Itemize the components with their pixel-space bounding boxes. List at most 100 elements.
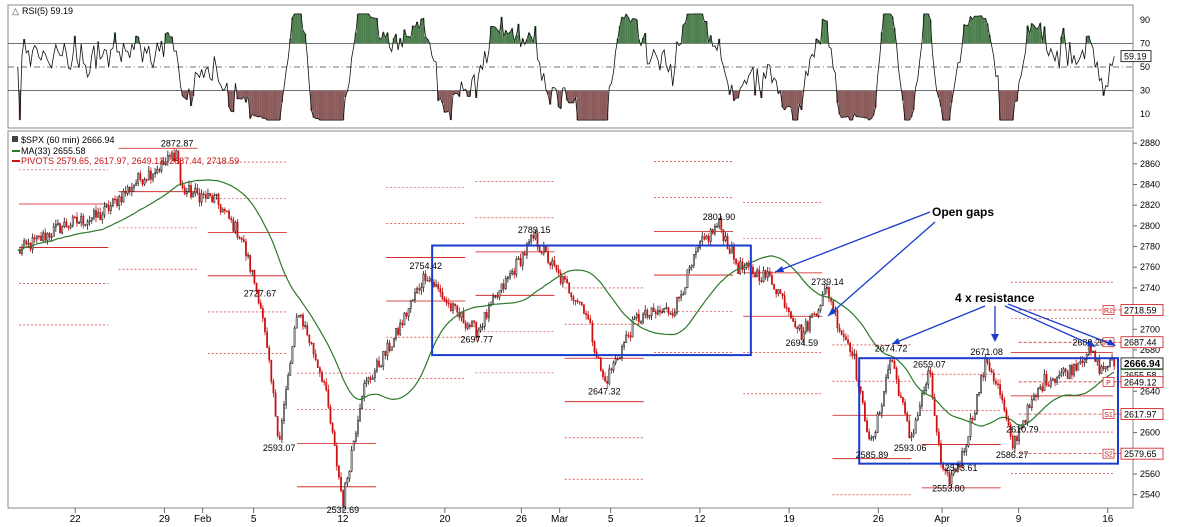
candle-body [46, 233, 49, 241]
resistance-arrow-3 [1004, 305, 1095, 347]
candle-body [221, 209, 224, 213]
candle-body [948, 472, 951, 485]
pivot-tag-box [1102, 305, 1115, 315]
pivot-tag-label: S1 [1104, 412, 1113, 419]
candle-body [280, 420, 283, 440]
candle-body [321, 372, 323, 382]
candle-body [684, 287, 687, 295]
candle-body [230, 218, 233, 220]
candle-body [815, 313, 818, 317]
open-gaps-arrow-2 [827, 221, 936, 317]
price-tick-label: 2760 [1140, 262, 1160, 272]
candle-body [359, 407, 361, 421]
candle-body [44, 232, 47, 241]
candle-body [665, 307, 668, 309]
candle-body [528, 241, 530, 245]
price-tag-box [1120, 408, 1164, 420]
candle-body [714, 225, 716, 234]
candle-body [790, 311, 792, 319]
candle-body [946, 470, 949, 473]
candle-body [50, 236, 53, 238]
candle-body [219, 204, 222, 213]
candle-body [452, 303, 454, 312]
candle-body [363, 383, 366, 397]
candle-body [597, 357, 600, 359]
candle-body [124, 190, 127, 194]
candle-body [604, 376, 606, 382]
pivot-tag-box [1102, 448, 1115, 459]
candle-body [264, 317, 266, 333]
candle-body [872, 436, 875, 439]
candle-body [942, 463, 944, 470]
candle-body [526, 243, 528, 256]
candle-body [1062, 368, 1065, 374]
candle-body [1049, 379, 1052, 387]
candle-body [103, 206, 106, 216]
candle-body [133, 185, 135, 189]
candle-body [152, 173, 154, 180]
candle-body [730, 245, 733, 254]
candle-body [904, 401, 906, 414]
rsi-gridlines [8, 43, 1133, 91]
candle-body [583, 304, 585, 314]
candle-body [443, 298, 446, 301]
candle-body [616, 358, 619, 361]
candle-body [439, 288, 442, 293]
candle-body [703, 236, 706, 240]
candle-body [173, 152, 176, 161]
rsi-tick-label: 30 [1140, 86, 1150, 96]
candle-body [323, 381, 326, 383]
candle-body [1098, 358, 1101, 374]
candle-body [232, 219, 235, 232]
candle-body [754, 273, 756, 278]
candle-body [549, 262, 552, 266]
candle-body [652, 307, 655, 312]
candle-body [261, 308, 264, 319]
candle-body [405, 312, 408, 317]
candle-body [859, 386, 862, 392]
date-tick-label: 16 [1102, 514, 1114, 525]
candle-body [291, 346, 294, 364]
candle-body [399, 322, 402, 335]
candle-body [181, 183, 184, 189]
candle-body [198, 192, 201, 203]
candle-body [950, 473, 953, 485]
candle-body [483, 312, 486, 327]
date-tick-label: 26 [516, 514, 528, 525]
candle-body [821, 294, 824, 306]
candle-body [764, 270, 767, 278]
candle-body [935, 415, 938, 433]
price-tag-value: 2617.97 [1124, 410, 1157, 420]
candle-body [659, 310, 661, 313]
candle-body [99, 212, 102, 220]
candle-body [866, 420, 868, 433]
rsi-tick-label: 70 [1140, 38, 1150, 48]
spx-legend-swatch [12, 136, 18, 142]
candle-body [502, 283, 505, 290]
candle-body [312, 342, 315, 355]
candle-body [251, 269, 254, 272]
date-tick-label: 12 [337, 514, 349, 525]
date-tick-label: 20 [439, 514, 451, 525]
candle-body [150, 170, 152, 180]
candle-body [961, 451, 963, 468]
candle-body [147, 170, 150, 181]
date-tick-label: 26 [873, 514, 885, 525]
candle-body [671, 312, 674, 316]
candle-body [1005, 409, 1008, 420]
candle-body [874, 432, 877, 437]
candle-body [1081, 360, 1084, 363]
candle-body [42, 232, 45, 241]
candle-body [226, 210, 228, 213]
candle-body [59, 223, 61, 234]
candle-body [477, 329, 480, 339]
candle-body [319, 367, 321, 373]
rsi-panel-frame [7, 4, 1134, 129]
price-label: 2585.89 [856, 450, 889, 460]
candle-body [661, 311, 663, 314]
candle-body [838, 327, 841, 332]
rsi-tick-label: 90 [1140, 15, 1150, 25]
date-tick-label: 5 [608, 514, 614, 525]
candle-body [826, 287, 828, 290]
